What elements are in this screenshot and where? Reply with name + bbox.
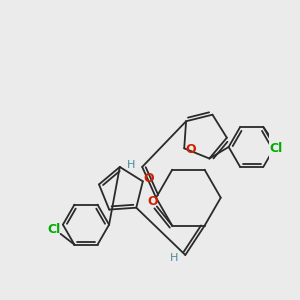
Text: H: H [170,253,179,263]
Text: H: H [127,160,136,170]
Text: Cl: Cl [48,223,61,236]
Text: Cl: Cl [269,142,282,155]
Text: O: O [185,143,196,156]
Text: O: O [144,172,154,185]
Text: O: O [148,195,158,208]
